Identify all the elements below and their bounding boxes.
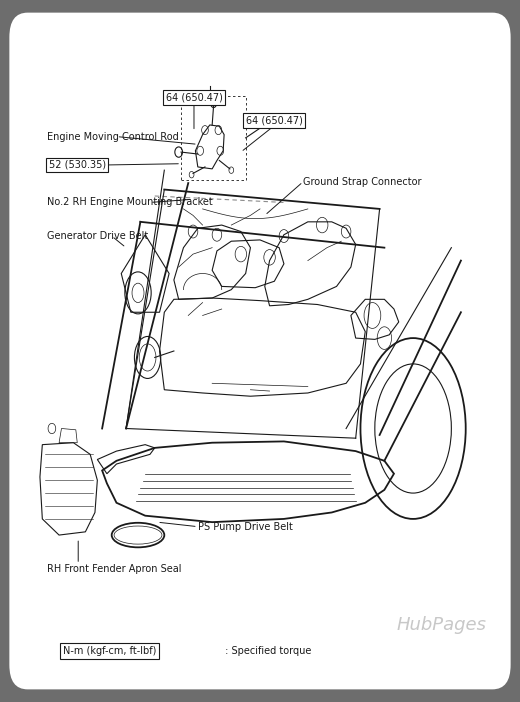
Text: No.2 RH Engine Mounting Bracket: No.2 RH Engine Mounting Bracket (47, 197, 213, 208)
Text: Ground Strap Connector: Ground Strap Connector (303, 177, 422, 187)
Text: Generator Drive Belt: Generator Drive Belt (47, 231, 148, 241)
Text: PS Pump Drive Belt: PS Pump Drive Belt (198, 522, 293, 531)
Text: 52 (530.35): 52 (530.35) (49, 160, 106, 170)
Text: 64 (650.47): 64 (650.47) (246, 115, 303, 126)
Text: : Specified torque: : Specified torque (222, 647, 311, 656)
Text: Engine Moving Control Rod: Engine Moving Control Rod (47, 131, 179, 142)
Bar (181, 96, 245, 180)
Text: HubPages: HubPages (397, 616, 487, 635)
Text: 64 (650.47): 64 (650.47) (165, 93, 223, 102)
Text: RH Front Fender Apron Seal: RH Front Fender Apron Seal (47, 564, 181, 574)
Text: N-m (kgf-cm, ft-lbf): N-m (kgf-cm, ft-lbf) (62, 647, 156, 656)
